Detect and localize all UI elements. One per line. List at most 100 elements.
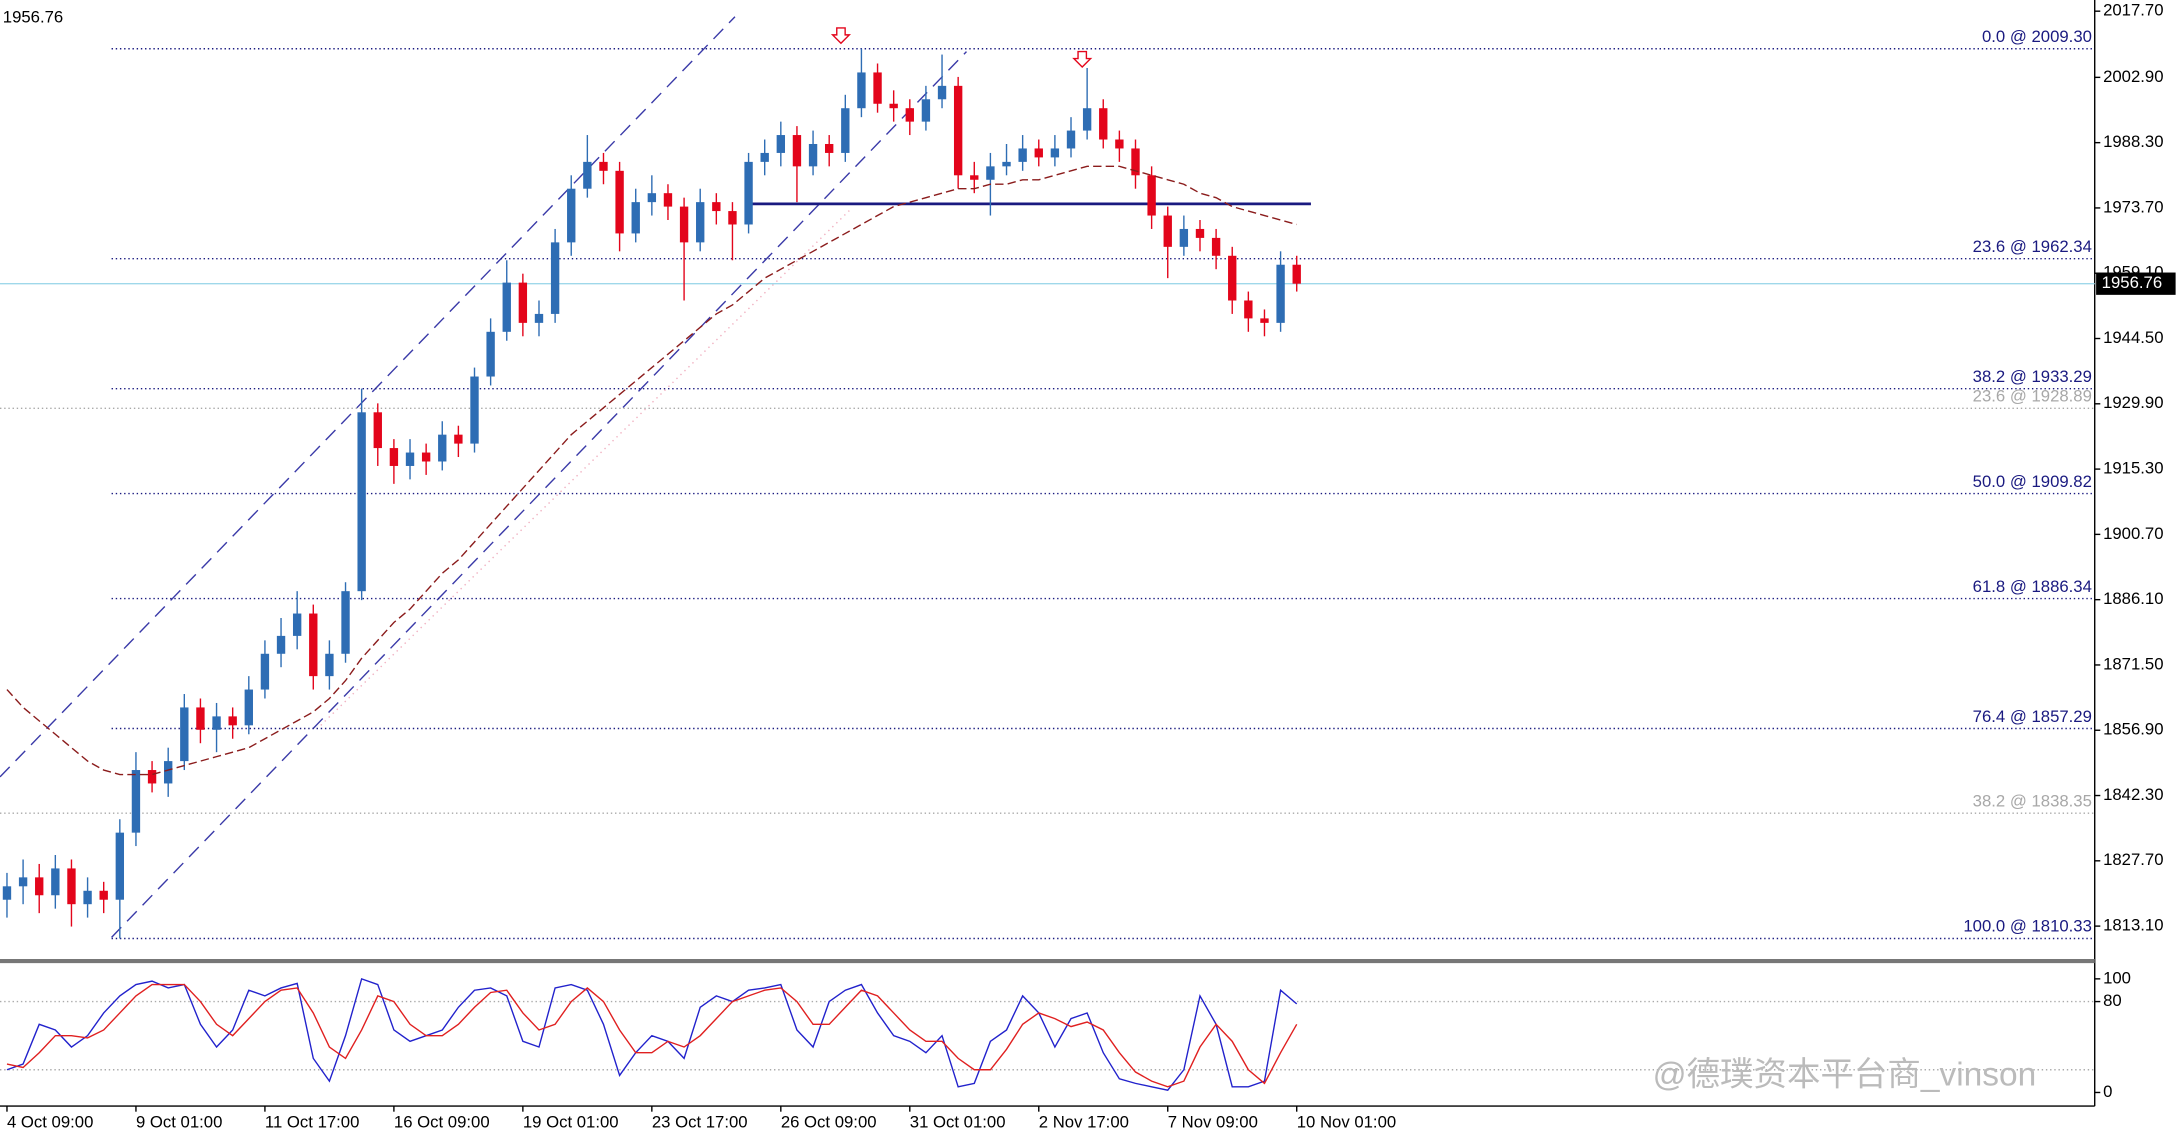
chart-title: 1956.76: [3, 8, 63, 27]
candle-body: [357, 412, 366, 592]
candle-body: [1163, 215, 1172, 247]
y-tick-label: 0: [2103, 1082, 2112, 1101]
candle-body: [953, 85, 963, 176]
candle-body: [808, 143, 818, 167]
candle-body: [373, 412, 382, 449]
candle-body: [1066, 130, 1076, 149]
channel-lower: [111, 51, 967, 938]
last-price-label: 1956.76: [2102, 273, 2162, 292]
candle-body: [454, 434, 463, 444]
candle-body: [99, 890, 108, 900]
fib-label: 76.4 @ 1857.29: [1973, 707, 2092, 726]
y-tick-label: 1944.50: [2103, 328, 2163, 347]
candle-body: [518, 282, 528, 323]
candle-body: [1244, 300, 1253, 319]
oscillator-line: [6, 977, 1298, 1091]
candle-body: [18, 877, 28, 887]
candle-body: [792, 135, 802, 167]
y-tick-label: 1856.90: [2103, 720, 2163, 739]
candle-body: [486, 331, 495, 377]
down-arrow: [830, 27, 852, 45]
candle-body: [889, 103, 898, 109]
candle-body: [615, 170, 624, 234]
candle-body: [276, 635, 286, 654]
x-tick-label: 16 Oct 09:00: [394, 1112, 490, 1131]
y-tick-label: 100: [2103, 968, 2131, 987]
oscillator-line: [6, 983, 1298, 1088]
candle-body: [1228, 255, 1237, 301]
y-tick-label: 2017.70: [2103, 1, 2163, 20]
candle-body: [1211, 237, 1221, 256]
y-tick-label: 1813.10: [2103, 916, 2163, 935]
candle-body: [744, 161, 753, 225]
candle-body: [1002, 161, 1011, 167]
y-tick-label: 2002.90: [2103, 67, 2163, 86]
moving-average: [6, 165, 1297, 776]
candle-body: [438, 434, 447, 462]
candle-body: [841, 108, 850, 153]
candle-body: [389, 448, 399, 466]
fib-label: 38.2 @ 1838.35: [1973, 791, 2092, 810]
candle-body: [567, 188, 576, 243]
candle-body: [51, 868, 60, 896]
candle-body: [405, 452, 415, 466]
candle-body: [937, 85, 947, 100]
candle-body: [986, 166, 995, 180]
candle-body: [35, 877, 44, 896]
down-arrow: [1072, 50, 1093, 68]
candle-body: [309, 613, 318, 677]
candle-body: [1034, 148, 1043, 158]
candle-body: [115, 832, 125, 900]
candle-body: [1131, 148, 1140, 176]
candle-body: [164, 761, 173, 784]
y-tick-label: 1900.70: [2103, 524, 2163, 543]
candle-body: [760, 152, 769, 162]
candle-body: [1292, 264, 1301, 284]
x-tick-label: 4 Oct 09:00: [7, 1112, 93, 1131]
y-tick-label: 1827.70: [2103, 850, 2163, 869]
candle-body: [1195, 228, 1205, 238]
candle-body: [583, 161, 592, 189]
candle-body: [196, 707, 205, 730]
candle-body: [421, 452, 431, 462]
drawings: [0, 16, 1093, 938]
candle-body: [260, 653, 270, 690]
channel-upper: [0, 16, 736, 778]
candle-body: [1082, 108, 1092, 131]
candle-body: [631, 202, 640, 234]
x-tick-label: 10 Nov 01:00: [1297, 1112, 1396, 1131]
fib-label: 50.0 @ 1909.82: [1973, 472, 2092, 491]
candle-body: [970, 175, 979, 180]
candle-body: [502, 282, 511, 332]
candle-body: [1276, 264, 1285, 323]
candle-body: [534, 313, 544, 323]
candle-body: [325, 653, 334, 677]
candle-body: [180, 707, 189, 762]
x-tick-label: 7 Nov 09:00: [1168, 1112, 1258, 1131]
candle-body: [131, 770, 141, 833]
candle-body: [228, 716, 237, 726]
candle-body: [873, 72, 882, 104]
candle-body: [1179, 228, 1189, 247]
candle-body: [341, 591, 350, 654]
candle-body: [244, 689, 253, 726]
y-tick-label: 1886.10: [2103, 589, 2163, 608]
candle-body: [1260, 318, 1269, 323]
candle-body: [470, 376, 479, 444]
candle-body: [550, 242, 560, 314]
y-tick-label: 1973.70: [2103, 197, 2163, 216]
y-tick-label: 1871.50: [2103, 654, 2163, 673]
candle-body: [83, 890, 92, 905]
x-tick-label: 19 Oct 01:00: [523, 1112, 619, 1131]
candle-body: [212, 716, 221, 730]
y-tick-label: 80: [2103, 991, 2122, 1010]
fib-label: 0.0 @ 2009.30: [1982, 27, 2092, 46]
candle-body: [2, 886, 12, 900]
y-tick-label: 1988.30: [2103, 132, 2163, 151]
candle-body: [921, 99, 931, 122]
candle-body: [905, 108, 914, 122]
x-tick-label: 26 Oct 09:00: [781, 1112, 877, 1131]
